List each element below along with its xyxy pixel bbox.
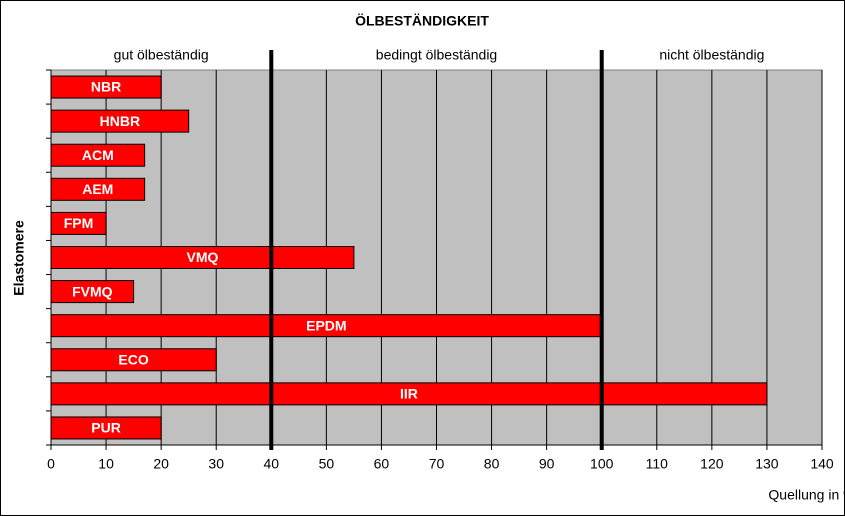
y-axis-label: Elastomere bbox=[11, 220, 27, 296]
bar-label: VMQ bbox=[187, 249, 219, 265]
bar-label: ACM bbox=[82, 147, 114, 163]
bar-label: ECO bbox=[118, 351, 148, 367]
bar-label: AEM bbox=[82, 181, 113, 197]
bar bbox=[50, 109, 190, 133]
bar-label: HNBR bbox=[100, 113, 140, 129]
zone-label: gut ölbeständig bbox=[114, 47, 209, 63]
zone-label: nicht ölbeständig bbox=[659, 47, 764, 63]
bar bbox=[50, 280, 135, 304]
x-tick-label: 90 bbox=[539, 456, 555, 472]
x-tick-label: 10 bbox=[98, 456, 114, 472]
x-tick-label: 50 bbox=[319, 456, 335, 472]
bar-label: FPM bbox=[64, 215, 94, 231]
x-tick-label: 70 bbox=[429, 456, 445, 472]
bar-label: IIR bbox=[400, 386, 418, 402]
bar bbox=[50, 211, 107, 235]
bar bbox=[50, 75, 162, 99]
x-tick-label: 140 bbox=[810, 456, 834, 472]
bar-label: NBR bbox=[91, 79, 121, 95]
bar-label: FVMQ bbox=[72, 283, 113, 299]
bar-label: PUR bbox=[91, 420, 121, 436]
bar bbox=[50, 348, 217, 372]
x-tick-label: 80 bbox=[484, 456, 500, 472]
x-tick-label: 100 bbox=[590, 456, 614, 472]
zone-label: bedingt ölbeständig bbox=[376, 47, 497, 63]
x-tick-label: 30 bbox=[208, 456, 224, 472]
x-tick-label: 0 bbox=[47, 456, 55, 472]
bar bbox=[50, 246, 355, 269]
x-tick-label: 40 bbox=[263, 456, 279, 472]
bar bbox=[50, 382, 768, 406]
x-tick-label: 20 bbox=[153, 456, 169, 472]
x-tick-label: 110 bbox=[646, 456, 669, 472]
x-tick-label: 60 bbox=[374, 456, 390, 472]
bar-label: EPDM bbox=[306, 317, 346, 333]
x-axis-label: Quellung in % bbox=[768, 487, 845, 503]
bar bbox=[50, 416, 162, 440]
x-tick-label: 120 bbox=[700, 456, 724, 472]
bar bbox=[50, 177, 146, 201]
x-tick-label: 130 bbox=[755, 456, 779, 472]
bar bbox=[50, 143, 146, 167]
chart-title: ÖLBESTÄNDIGKEIT bbox=[355, 13, 489, 29]
